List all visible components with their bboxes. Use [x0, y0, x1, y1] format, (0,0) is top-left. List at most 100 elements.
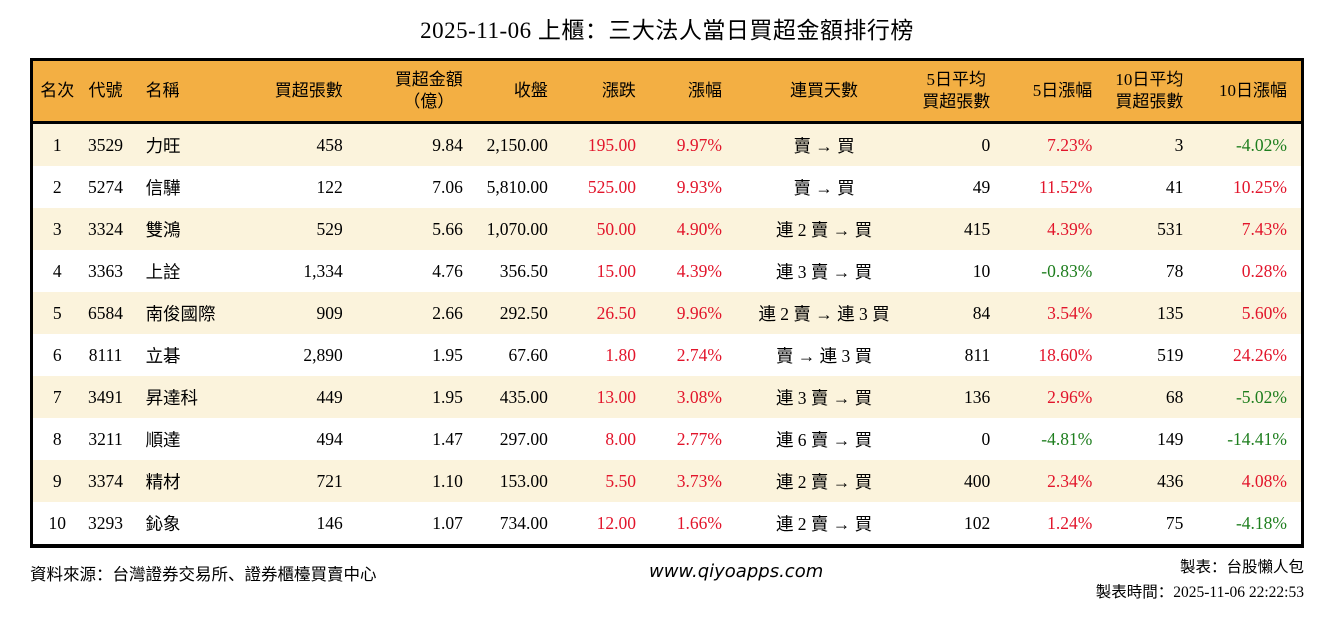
cell-rank: 9 [52, 470, 62, 491]
cell-5d-pct: -0.83% [1041, 260, 1093, 281]
table-row: 9 3374 精材 721 1.10 153.00 5.50 3.73% 連 2… [31, 460, 1303, 502]
cell-5d-pct: 18.60% [1038, 344, 1093, 365]
made-at-timestamp: 製表時間：2025-11-06 22:22:53 [1095, 583, 1304, 601]
cell-buy-streak: 賣 → 買 [793, 177, 855, 198]
table-row: 6 8111 立碁 2,890 1.95 67.60 1.80 2.74% 賣 … [32, 334, 1303, 376]
cell-close-price: 297.00 [499, 428, 548, 449]
cell-5d-pct: 11.52% [1038, 176, 1093, 197]
cell-close-price: 356.50 [499, 260, 548, 281]
cell-avg10-volume: 41 [1165, 176, 1184, 197]
cell-stock-name: 鈊象 [145, 513, 181, 534]
cell-close-price: 5,810.00 [486, 176, 548, 197]
cell-buy-volume: 458 [316, 134, 343, 155]
cell-buy-volume: 721 [316, 470, 343, 491]
cell-close-price: 67.60 [508, 344, 548, 365]
cell-5d-pct: 1.24% [1047, 512, 1093, 533]
cell-change: 12.00 [596, 512, 636, 533]
cell-avg5-volume: 49 [972, 176, 991, 197]
cell-close-price: 2,150.00 [486, 134, 548, 155]
cell-rank: 4 [52, 260, 62, 281]
cell-change: 1.80 [605, 344, 636, 365]
cell-change-pct: 4.90% [676, 218, 722, 239]
cell-change-pct: 2.77% [676, 428, 722, 449]
table-header-row: 名次 代號 名稱 買超張數 買超金額 （億） 收盤 漲跌 漲幅 連買天數 5日平… [31, 59, 1303, 124]
cell-buy-volume: 529 [316, 218, 343, 239]
cell-10d-pct: 24.26% [1233, 344, 1287, 365]
cell-change-pct: 9.97% [676, 134, 722, 155]
col-header-code: 代號 [81, 59, 130, 124]
cell-change-pct: 3.08% [676, 386, 722, 407]
cell-5d-pct: 4.39% [1047, 218, 1093, 239]
cell-buy-volume: 146 [316, 512, 343, 533]
table-row: 4 3363 上詮 1,334 4.76 356.50 15.00 4.39% … [32, 250, 1303, 292]
data-source-note: 資料來源：台灣證券交易所、證券櫃檯買賣中心 [30, 565, 377, 584]
cell-change: 50.00 [596, 218, 636, 239]
maker-label: 製表：台股懶人包 [1179, 559, 1304, 576]
col-header-close: 收盤 [474, 59, 560, 124]
cell-avg5-volume: 102 [963, 512, 991, 533]
cell-rank: 1 [52, 134, 62, 155]
cell-buy-amount: 1.07 [432, 512, 463, 533]
cell-stock-code: 5274 [88, 176, 124, 197]
cell-10d-pct: 7.43% [1241, 218, 1287, 239]
cell-close-price: 435.00 [499, 386, 548, 407]
cell-rank: 5 [52, 302, 62, 323]
cell-rank: 6 [52, 344, 62, 365]
cell-5d-pct: 2.96% [1047, 386, 1093, 407]
cell-close-price: 1,070.00 [486, 218, 548, 239]
table-row: 1 3529 力旺 458 9.84 2,150.00 195.00 9.97%… [31, 122, 1303, 166]
cell-avg10-volume: 75 [1165, 512, 1184, 533]
cell-stock-code: 3529 [88, 134, 124, 155]
cell-avg10-volume: 78 [1165, 260, 1184, 281]
table-row: 5 6584 南俊國際 909 2.66 292.50 26.50 9.96% … [31, 292, 1303, 334]
page: 2025-11-06 上櫃：三大法人當日買超金額排行榜 名次 代號 名稱 買超張… [0, 16, 1334, 606]
cell-change: 525.00 [587, 176, 636, 197]
cell-change-pct: 9.96% [676, 302, 722, 323]
cell-buy-amount: 9.84 [432, 134, 463, 155]
cell-avg5-volume: 0 [981, 428, 991, 449]
cell-buy-streak: 連 2 賣 → 連 3 買 [758, 303, 890, 324]
cell-change-pct: 4.39% [676, 260, 722, 281]
cell-close-price: 153.00 [499, 470, 548, 491]
page-title: 2025-11-06 上櫃：三大法人當日買超金額排行榜 [420, 18, 914, 43]
col-header-rank: 名次 [31, 59, 82, 124]
table-row: 2 5274 信驊 122 7.06 5,810.00 525.00 9.93%… [32, 166, 1303, 208]
cell-buy-amount: 1.10 [432, 470, 463, 491]
cell-avg10-volume: 149 [1157, 428, 1184, 449]
cell-buy-streak: 賣 → 連 3 買 [775, 345, 873, 366]
cell-stock-code: 6584 [88, 302, 124, 323]
cell-buy-volume: 1,334 [303, 260, 343, 281]
cell-stock-code: 3374 [88, 470, 124, 491]
cell-change-pct: 1.66% [676, 512, 722, 533]
cell-5d-pct: -4.81% [1041, 428, 1093, 449]
cell-stock-name: 雙鴻 [145, 219, 181, 240]
cell-change: 13.00 [596, 386, 636, 407]
cell-buy-amount: 7.06 [432, 176, 463, 197]
cell-buy-volume: 494 [316, 428, 343, 449]
cell-10d-pct: -4.18% [1235, 512, 1287, 533]
cell-change: 5.50 [605, 470, 636, 491]
cell-rank: 3 [52, 218, 62, 239]
col-header-name: 名稱 [129, 59, 225, 124]
cell-stock-name: 立碁 [145, 345, 181, 366]
cell-change: 195.00 [587, 134, 636, 155]
cell-avg5-volume: 136 [963, 386, 991, 407]
cell-buy-amount: 1.47 [432, 428, 463, 449]
cell-buy-streak: 連 2 賣 → 買 [775, 471, 873, 492]
website-url: www.qiyoapps.com [648, 561, 824, 582]
cell-change: 15.00 [596, 260, 636, 281]
cell-stock-name: 信驊 [145, 177, 181, 198]
cell-buy-streak: 賣 → 買 [793, 135, 855, 156]
col-header-avg5-volume: 5日平均 買超張數 [914, 59, 1003, 124]
cell-rank: 2 [52, 176, 62, 197]
cell-avg5-volume: 415 [963, 218, 991, 239]
col-header-buy-amount: 買超金額 （億） [354, 59, 475, 124]
cell-close-price: 734.00 [499, 512, 548, 533]
col-header-change: 漲跌 [559, 59, 648, 124]
table-row: 8 3211 順達 494 1.47 297.00 8.00 2.77% 連 6… [32, 418, 1303, 460]
footer: 資料來源：台灣證券交易所、證券櫃檯買賣中心 www.qiyoapps.com 製… [30, 548, 1304, 606]
cell-stock-code: 3363 [88, 260, 124, 281]
table-row: 3 3324 雙鴻 529 5.66 1,070.00 50.00 4.90% … [31, 208, 1303, 250]
cell-buy-volume: 2,890 [303, 344, 343, 365]
cell-stock-name: 上詮 [145, 261, 181, 282]
